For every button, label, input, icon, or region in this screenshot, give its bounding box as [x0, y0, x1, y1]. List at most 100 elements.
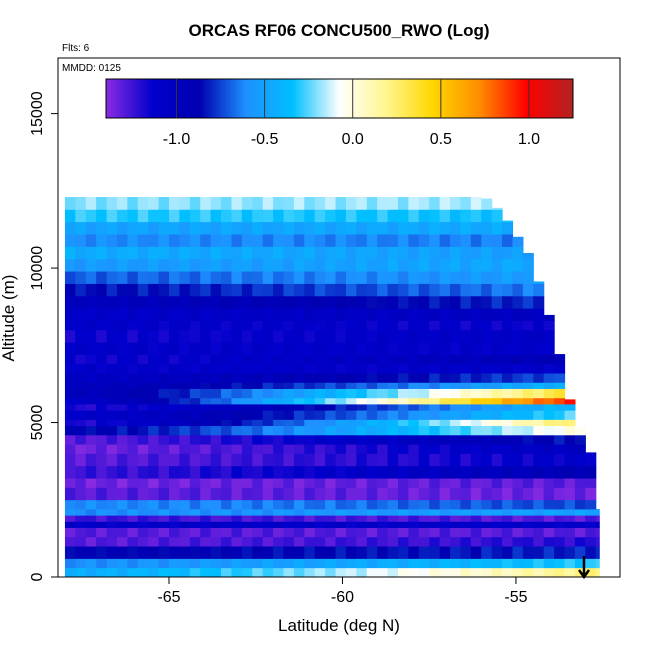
- heatmap-cell: [512, 425, 524, 436]
- heatmap-cell: [491, 567, 503, 578]
- heatmap-cell: [262, 453, 274, 467]
- heatmap-cell: [460, 509, 472, 516]
- heatmap-cell: [304, 388, 316, 399]
- heatmap-cell: [200, 320, 212, 331]
- heatmap-cell: [293, 453, 305, 467]
- heatmap-cell: [304, 234, 316, 247]
- heatmap-cell: [252, 546, 264, 559]
- heatmap-cell: [335, 546, 347, 559]
- heatmap-cell: [148, 373, 160, 383]
- heatmap-cell: [283, 567, 295, 578]
- heatmap-cell: [470, 567, 482, 578]
- heatmap-cell: [377, 388, 389, 399]
- heatmap-cell: [169, 444, 181, 454]
- heatmap-cell: [252, 453, 264, 467]
- heatmap-cell: [387, 521, 399, 528]
- heatmap-cell: [481, 515, 493, 522]
- heatmap-cell: [325, 295, 337, 309]
- heatmap-cell: [314, 487, 326, 501]
- heatmap-cell: [283, 419, 295, 427]
- heatmap-cell: [356, 478, 368, 488]
- heatmap-cell: [273, 527, 285, 538]
- heatmap-cell: [106, 444, 118, 454]
- heatmap-cell: [502, 382, 514, 389]
- heatmap-cell: [408, 329, 420, 343]
- heatmap-cell: [283, 536, 295, 547]
- heatmap-cell: [314, 521, 326, 528]
- heatmap-cell: [533, 444, 545, 454]
- heatmap-cell: [252, 246, 264, 260]
- heatmap-cell: [221, 478, 233, 488]
- heatmap-cell: [262, 546, 274, 559]
- heatmap-cell: [148, 499, 160, 510]
- heatmap-cell: [231, 258, 243, 272]
- heatmap-cell: [241, 373, 253, 383]
- heatmap-cell: [127, 487, 139, 501]
- heatmap-cell: [439, 373, 451, 383]
- heatmap-cell: [554, 567, 566, 578]
- heatmap-cell: [64, 209, 76, 223]
- heatmap-cell: [106, 434, 118, 445]
- heatmap-cell: [356, 536, 368, 547]
- heatmap-cell: [179, 499, 191, 510]
- heatmap-cell: [116, 478, 128, 488]
- heatmap-cell: [75, 258, 87, 272]
- heatmap-cell: [231, 425, 243, 436]
- heatmap-cell: [75, 295, 87, 309]
- heatmap-cell: [408, 308, 420, 321]
- heatmap-cell: [595, 558, 600, 569]
- heatmap-cell: [387, 410, 399, 420]
- heatmap-cell: [335, 465, 347, 479]
- heatmap-cell: [345, 499, 357, 510]
- heatmap-cell: [179, 527, 191, 538]
- heatmap-cell: [366, 354, 378, 365]
- heatmap-cell: [345, 221, 357, 235]
- heatmap-cell: [356, 434, 368, 445]
- heatmap-cell: [116, 382, 128, 389]
- heatmap-cell: [262, 397, 274, 405]
- heatmap-cell: [210, 527, 222, 538]
- heatmap-cell: [460, 283, 472, 297]
- heatmap-cell: [564, 399, 576, 405]
- heatmap-cell: [377, 320, 389, 331]
- heatmap-cell: [179, 478, 191, 488]
- heatmap-cell: [304, 444, 316, 454]
- heatmap-cell: [221, 246, 233, 260]
- heatmap-cell: [106, 354, 118, 365]
- heatmap-cell: [564, 434, 576, 445]
- heatmap-cell: [491, 478, 503, 488]
- heatmap-cell: [366, 209, 378, 223]
- heatmap-cell: [241, 546, 253, 559]
- heatmap-cell: [377, 295, 389, 309]
- heatmap-cell: [418, 444, 430, 454]
- heatmap-cell: [377, 453, 389, 467]
- heatmap-cell: [96, 320, 108, 331]
- heatmap-cell: [335, 499, 347, 510]
- heatmap-cell: [210, 329, 222, 343]
- heatmap-cell: [314, 388, 326, 399]
- heatmap-cell: [304, 546, 316, 559]
- heatmap-cell: [429, 558, 441, 569]
- heatmap-cell: [64, 425, 76, 436]
- heatmap-cell: [356, 546, 368, 559]
- heatmap-cell: [470, 434, 482, 445]
- heatmap-cell: [397, 478, 409, 488]
- heatmap-cell: [377, 487, 389, 501]
- heatmap-cell: [158, 382, 170, 389]
- heatmap-cell: [345, 509, 357, 516]
- heatmap-cell: [397, 354, 409, 365]
- heatmap-cell: [221, 515, 233, 522]
- heatmap-cell: [377, 434, 389, 445]
- heatmap-cell: [543, 487, 555, 501]
- heatmap-cell: [543, 509, 555, 516]
- heatmap-cell: [241, 197, 253, 210]
- heatmap-cell: [116, 295, 128, 309]
- heatmap-cells: [64, 197, 600, 578]
- heatmap-cell: [148, 546, 160, 559]
- heatmap-cell: [418, 527, 430, 538]
- heatmap-cell: [293, 527, 305, 538]
- heatmap-cell: [200, 209, 212, 223]
- heatmap-cell: [335, 329, 347, 343]
- colorbar-gradient: [105, 78, 574, 119]
- heatmap-cell: [512, 465, 524, 479]
